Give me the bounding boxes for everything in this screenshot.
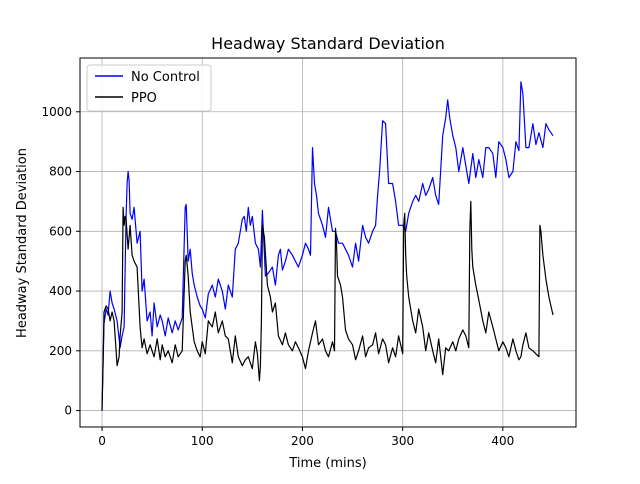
x-tick-label: 300	[391, 434, 414, 448]
y-tick-label: 1000	[41, 105, 72, 119]
plot-frame	[79, 57, 577, 428]
x-axis-label: Time (mins)	[288, 456, 366, 471]
y-tick-label: 800	[49, 165, 72, 179]
y-axis-label: Headway Standard Deviation	[15, 148, 30, 338]
x-axis-ticks: 0 100 200 300 400	[98, 427, 514, 448]
legend: No Control PPO	[86, 64, 212, 112]
y-axis-ticks: 0 200 400 600 800 1000	[41, 105, 80, 418]
grid	[80, 58, 576, 427]
y-tick-label: 600	[49, 224, 72, 238]
x-tick-label: 200	[291, 434, 314, 448]
y-tick-label: 400	[49, 284, 72, 298]
legend-label-no-control: No Control	[131, 70, 200, 85]
legend-label-ppo: PPO	[131, 91, 157, 106]
series-layer	[101, 81, 554, 411]
y-tick-label: 0	[64, 404, 72, 418]
x-tick-label: 400	[491, 434, 514, 448]
series-line-no-control	[101, 81, 554, 411]
x-tick-label: 100	[191, 434, 214, 448]
y-tick-label: 200	[49, 344, 72, 358]
x-tick-label: 0	[98, 434, 106, 448]
series-line-ppo	[101, 200, 554, 411]
chart-title: Headway Standard Deviation	[211, 34, 445, 53]
